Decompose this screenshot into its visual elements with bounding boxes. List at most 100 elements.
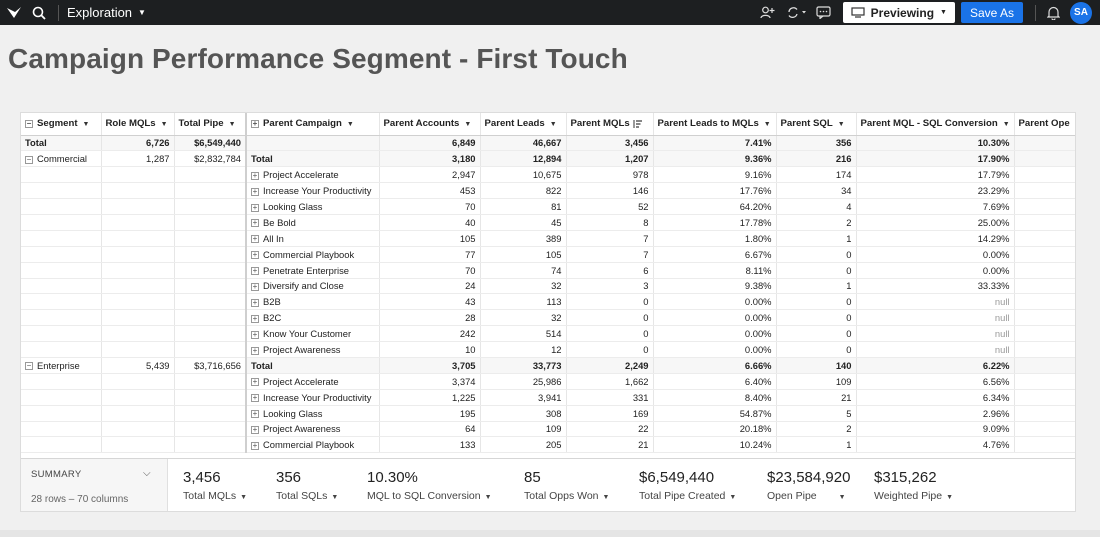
avatar[interactable]: SA — [1070, 1, 1092, 24]
column-header-parent-leads[interactable]: Parent Leads ▼ — [479, 113, 566, 136]
parent-campaign-cell[interactable]: + Know Your Customer — [246, 325, 379, 343]
column-header-parent-accounts[interactable]: Parent Accounts ▼ — [378, 113, 480, 136]
role-mqls-cell — [100, 421, 174, 438]
summary-panel[interactable]: SUMMARY ⌵ 28 rows – 70 columns — [21, 459, 168, 511]
app-logo-icon[interactable] — [2, 0, 26, 25]
parent-campaign-label: Diversify and Close — [263, 280, 344, 292]
segment-cell — [21, 405, 101, 422]
chevron-down-icon[interactable]: ▼ — [331, 494, 339, 501]
segment-cell[interactable]: − Enterprise — [21, 357, 101, 374]
parent-campaign-cell[interactable]: + B2B — [246, 293, 379, 311]
column-header-role-mqls[interactable]: Role MQLs ▼ — [100, 113, 174, 136]
column-header-total-pipe[interactable]: Total Pipe ▼ — [173, 113, 247, 136]
expand-icon[interactable]: + — [251, 409, 259, 419]
chevron-down-icon[interactable]: ▼ — [240, 494, 248, 501]
sort-descending-icon[interactable] — [633, 119, 643, 129]
parent-campaign-cell[interactable]: + All In — [246, 230, 379, 247]
parent-campaign-cell[interactable]: + Commercial Playbook — [246, 436, 379, 454]
parent-ope-cell — [1013, 309, 1075, 327]
expand-icon[interactable]: + — [251, 118, 259, 128]
refresh-icon[interactable] — [781, 0, 811, 25]
total-pipe-cell — [173, 166, 247, 184]
summary-metric[interactable]: $315,262 Weighted Pipe ▼ — [874, 469, 953, 502]
expand-icon[interactable]: + — [251, 297, 259, 307]
expand-icon[interactable]: + — [251, 281, 259, 291]
column-header-parent-sql[interactable]: Parent SQL ▼ — [775, 113, 856, 136]
summary-metric[interactable]: 3,456 Total MQLs ▼ — [183, 469, 247, 502]
save-as-button[interactable]: Save As — [960, 2, 1023, 23]
parent-campaign-label: Project Awareness — [263, 423, 341, 435]
comment-icon[interactable] — [811, 0, 837, 25]
parent-sql-cell: 2 — [775, 214, 856, 231]
column-header-mql-sql-conversion[interactable]: Parent MQL - SQL Conversion ▼ — [855, 113, 1014, 136]
exploration-menu[interactable]: Exploration ▼ — [67, 5, 146, 20]
expand-icon[interactable]: + — [251, 266, 259, 276]
parent-mqls-cell: 146 — [565, 182, 653, 200]
parent-campaign-cell[interactable]: + Project Accelerate — [246, 373, 379, 390]
parent-campaign-cell[interactable]: + Project Accelerate — [246, 166, 379, 184]
table-row: + Diversify and Close 24 32 3 9.38% 1 33.33% — [21, 278, 1075, 295]
expand-icon[interactable]: + — [251, 234, 259, 244]
column-header-parent-campaign[interactable]: + Parent Campaign ▼ — [246, 113, 379, 136]
parent-campaign-cell[interactable]: + Be Bold — [246, 214, 379, 231]
summary-metric[interactable]: 356 Total SQLs ▼ — [276, 469, 338, 502]
chevron-down-icon[interactable]: ▼ — [838, 494, 846, 501]
total-pipe-cell — [173, 293, 247, 311]
expand-icon[interactable]: + — [251, 202, 259, 212]
parent-campaign-cell[interactable]: + Looking Glass — [246, 405, 379, 422]
summary-metric[interactable]: 10.30% MQL to SQL Conversion ▼ — [367, 469, 492, 502]
parent-campaign-label: Project Accelerate — [263, 375, 339, 387]
expand-icon[interactable]: + — [251, 440, 259, 450]
parent-campaign-cell[interactable]: + Project Awareness — [246, 341, 379, 358]
parent-sql-cell: 140 — [775, 357, 856, 374]
column-header-parent-leads-to-mqls[interactable]: Parent Leads to MQLs ▼ — [652, 113, 776, 136]
total-pipe-cell — [173, 325, 247, 343]
role-mqls-cell — [100, 389, 174, 406]
metric-name-label: Total Opps Won — [524, 490, 599, 502]
role-mqls-cell — [100, 182, 174, 200]
expand-icon[interactable]: + — [251, 218, 259, 228]
parent-campaign-cell[interactable]: + Increase Your Productivity — [246, 389, 379, 406]
total-pipe-cell — [173, 198, 247, 215]
total-pipe-cell — [173, 421, 247, 438]
summary-metric[interactable]: $23,584,920 Open Pipe ▼ — [767, 469, 850, 502]
column-header-parent-ope[interactable]: Parent Ope — [1013, 113, 1075, 136]
expand-icon[interactable]: + — [251, 424, 259, 434]
column-header-segment[interactable]: − Segment ▼ — [21, 113, 101, 136]
expand-icon[interactable]: + — [251, 170, 259, 180]
search-icon[interactable] — [26, 0, 52, 25]
segment-cell[interactable]: − Commercial — [21, 150, 101, 168]
expand-icon[interactable]: + — [251, 186, 259, 196]
collapse-icon[interactable]: − — [25, 118, 33, 128]
chevron-down-icon[interactable]: ⌵ — [143, 468, 151, 479]
page-title: Campaign Performance Segment - First Tou… — [8, 43, 628, 74]
column-header-parent-mqls[interactable]: Parent MQLs — [565, 113, 653, 136]
parent-campaign-cell[interactable]: + Commercial Playbook — [246, 246, 379, 263]
chevron-down-icon[interactable]: ▼ — [484, 494, 492, 501]
parent-campaign-cell[interactable]: + Project Awareness — [246, 421, 379, 438]
parent-campaign-cell[interactable]: + Diversify and Close — [246, 278, 379, 295]
chevron-down-icon[interactable]: ▼ — [946, 494, 954, 501]
add-user-icon[interactable] — [755, 0, 781, 25]
expand-icon[interactable]: + — [251, 377, 259, 387]
parent-campaign-cell[interactable]: + B2C — [246, 309, 379, 327]
expand-icon[interactable]: + — [251, 250, 259, 260]
previewing-dropdown[interactable]: Previewing ▼ — [842, 2, 955, 23]
parent-campaign-cell[interactable]: + Looking Glass — [246, 198, 379, 215]
mql-sql-conversion-cell: 2.96% — [855, 405, 1014, 422]
summary-metric[interactable]: 85 Total Opps Won ▼ — [524, 469, 609, 502]
parent-leads-cell: 10,675 — [479, 166, 566, 184]
collapse-icon[interactable]: − — [25, 361, 33, 371]
expand-icon[interactable]: + — [251, 313, 259, 323]
expand-icon[interactable]: + — [251, 329, 259, 339]
parent-campaign-cell[interactable]: + Penetrate Enterprise — [246, 262, 379, 279]
expand-icon[interactable]: + — [251, 393, 259, 403]
collapse-icon[interactable]: − — [25, 154, 33, 164]
chevron-down-icon[interactable]: ▼ — [729, 494, 737, 501]
bell-icon[interactable] — [1040, 0, 1066, 25]
summary-metric[interactable]: $6,549,440 Total Pipe Created ▼ — [639, 469, 736, 502]
parent-campaign-cell[interactable]: + Increase Your Productivity — [246, 182, 379, 200]
expand-icon[interactable]: + — [251, 345, 259, 355]
total-pipe-cell — [173, 230, 247, 247]
chevron-down-icon[interactable]: ▼ — [602, 494, 610, 501]
